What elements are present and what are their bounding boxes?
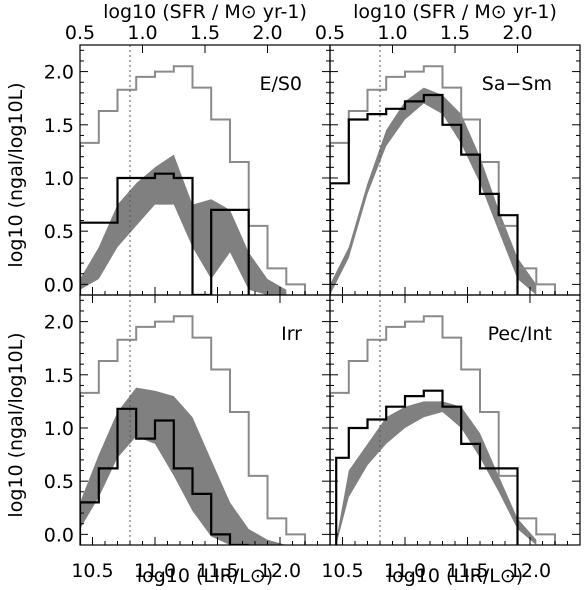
x-tick-label: 11.5 — [446, 560, 488, 582]
panel-e-s-: 0.0 0.5 1.0 1.5 2.0 0.5 1.0 1.5 2.0 E/S0 — [44, 22, 331, 296]
top-tick-label: 2.0 — [502, 22, 532, 44]
y-tick-label: 2.0 — [44, 62, 74, 84]
panel-pec-int: 10.5 11.0 11.5 12.0 Pec/Int — [321, 294, 581, 582]
subsample-histogram — [330, 93, 519, 295]
panel-label: Irr — [281, 323, 302, 345]
top-tick-label: 1.0 — [377, 22, 407, 44]
model-band — [80, 387, 287, 545]
y-tick-label: 0.5 — [44, 471, 74, 493]
panel-sa-sm: 0.5 1.0 1.5 2.0 Sa−Sm — [315, 22, 581, 296]
subsample-histogram — [335, 389, 519, 545]
top-axis-label-right: log10 (SFR / M⊙ yr-1) — [353, 1, 557, 23]
panels: 0.0 0.5 1.0 1.5 2.0 0.5 1.0 1.5 2.0 E/S0 0.5 1.0 1.5… — [44, 22, 581, 582]
x-tick-label: 11.5 — [196, 560, 238, 582]
x-tick-label: 11.0 — [384, 560, 426, 582]
model-band — [330, 87, 537, 295]
top-axis-label-left: log10 (SFR / M⊙ yr-1) — [103, 1, 307, 23]
y-axis-label-top-text: log10 (ngal/log10L) — [5, 82, 27, 267]
all-galaxies-histogram — [80, 65, 306, 295]
plot-area — [80, 45, 306, 295]
x-axis-label-right-text: log10 (LIR/L⊙) — [387, 565, 523, 587]
top-tick-label: 2.0 — [252, 22, 282, 44]
plot-area — [330, 45, 556, 295]
panel-label: Pec/Int — [488, 323, 552, 345]
x-tick-label: 10.5 — [71, 560, 113, 582]
top-tick-label: 0.5 — [65, 22, 95, 44]
plot-area — [80, 295, 306, 545]
x-axis-label-left: log10 (LIR/L⊙) — [137, 565, 273, 587]
y-tick-label: 2.0 — [44, 312, 74, 334]
y-tick-label: 1.0 — [44, 418, 74, 440]
top-tick-label: 1.5 — [440, 22, 470, 44]
y-axis-label-bottom-text: log10 (ngal/log10L) — [5, 332, 27, 517]
panel-label: Sa−Sm — [482, 73, 552, 95]
all-galaxies-histogram — [80, 315, 306, 545]
subsample-histogram — [80, 172, 250, 295]
panel-label: E/S0 — [259, 73, 302, 95]
x-tick-label: 10.5 — [321, 560, 363, 582]
y-tick-label: 1.5 — [44, 365, 74, 387]
y-axis-label-bottom: log10 (ngal/log10L) — [5, 332, 27, 517]
x-axis-label-left-text: log10 (LIR/L⊙) — [137, 565, 273, 587]
plot-area — [330, 295, 556, 545]
model-band — [80, 154, 287, 295]
top-tick-label: 1.0 — [127, 22, 157, 44]
subsample-histogram — [80, 407, 249, 545]
x-tick-label: 11.0 — [134, 560, 176, 582]
x-tick-label: 12.0 — [509, 560, 551, 582]
y-tick-label: 0.5 — [44, 221, 74, 243]
y-tick-label: 1.5 — [44, 115, 74, 137]
y-tick-label: 0.0 — [44, 274, 74, 296]
top-axis-label-right-text: log10 (SFR / M⊙ yr-1) — [353, 1, 557, 23]
top-tick-label: 0.5 — [315, 22, 345, 44]
y-axis-label-top: log10 (ngal/log10L) — [5, 82, 27, 267]
model-band — [336, 401, 537, 545]
panel-irr: 0.0 0.5 1.0 1.5 2.0 10.5 11.0 11.5 12.0 Irr — [44, 294, 331, 582]
top-axis-label-left-text: log10 (SFR / M⊙ yr-1) — [103, 1, 307, 23]
all-galaxies-histogram — [330, 315, 556, 545]
x-axis-label-right: log10 (LIR/L⊙) — [387, 565, 523, 587]
y-tick-label: 0.0 — [44, 524, 74, 546]
top-tick-label: 1.5 — [190, 22, 220, 44]
x-tick-label: 12.0 — [259, 560, 301, 582]
y-tick-label: 1.0 — [44, 168, 74, 190]
